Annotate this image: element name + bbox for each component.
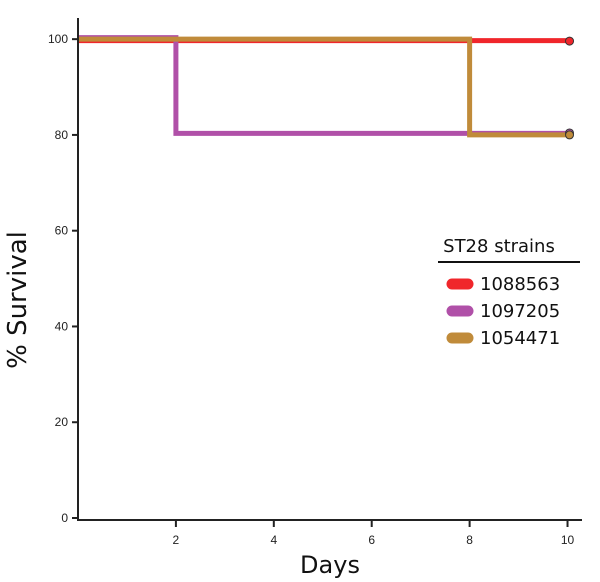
legend-label-1097205: 1097205 [480, 301, 560, 322]
x-tick-label: 4 [270, 533, 277, 547]
series-end-marker-1054471 [565, 130, 575, 140]
x-tick-label: 8 [466, 533, 473, 547]
y-tick-label: 20 [55, 415, 69, 429]
y-axis-title: % Survival [3, 231, 33, 369]
legend-label-1054471: 1054471 [480, 328, 560, 349]
series-line-1054471 [78, 36, 568, 138]
y-tick-label: 80 [55, 128, 69, 142]
y-tick-label: 60 [55, 224, 69, 238]
legend-title: ST28 strains [443, 236, 555, 257]
legend: ST28 strains 1088563 1097205 1054471 [438, 236, 580, 349]
axes [77, 18, 582, 521]
y-tick-label: 0 [61, 511, 68, 525]
ticks: 0 20 40 60 80 100 2 4 6 8 10 [48, 32, 575, 547]
x-tick-label: 10 [561, 533, 575, 547]
legend-label-1088563: 1088563 [480, 274, 560, 295]
y-tick-label: 100 [48, 32, 68, 46]
plot-area [78, 35, 575, 140]
series-line-1097205 [78, 35, 568, 136]
x-tick-label: 6 [368, 533, 375, 547]
y-tick-label: 40 [55, 319, 69, 333]
x-axis-title: Days [300, 551, 360, 579]
x-tick-label: 2 [173, 533, 180, 547]
series-end-marker-1088563 [565, 36, 575, 46]
